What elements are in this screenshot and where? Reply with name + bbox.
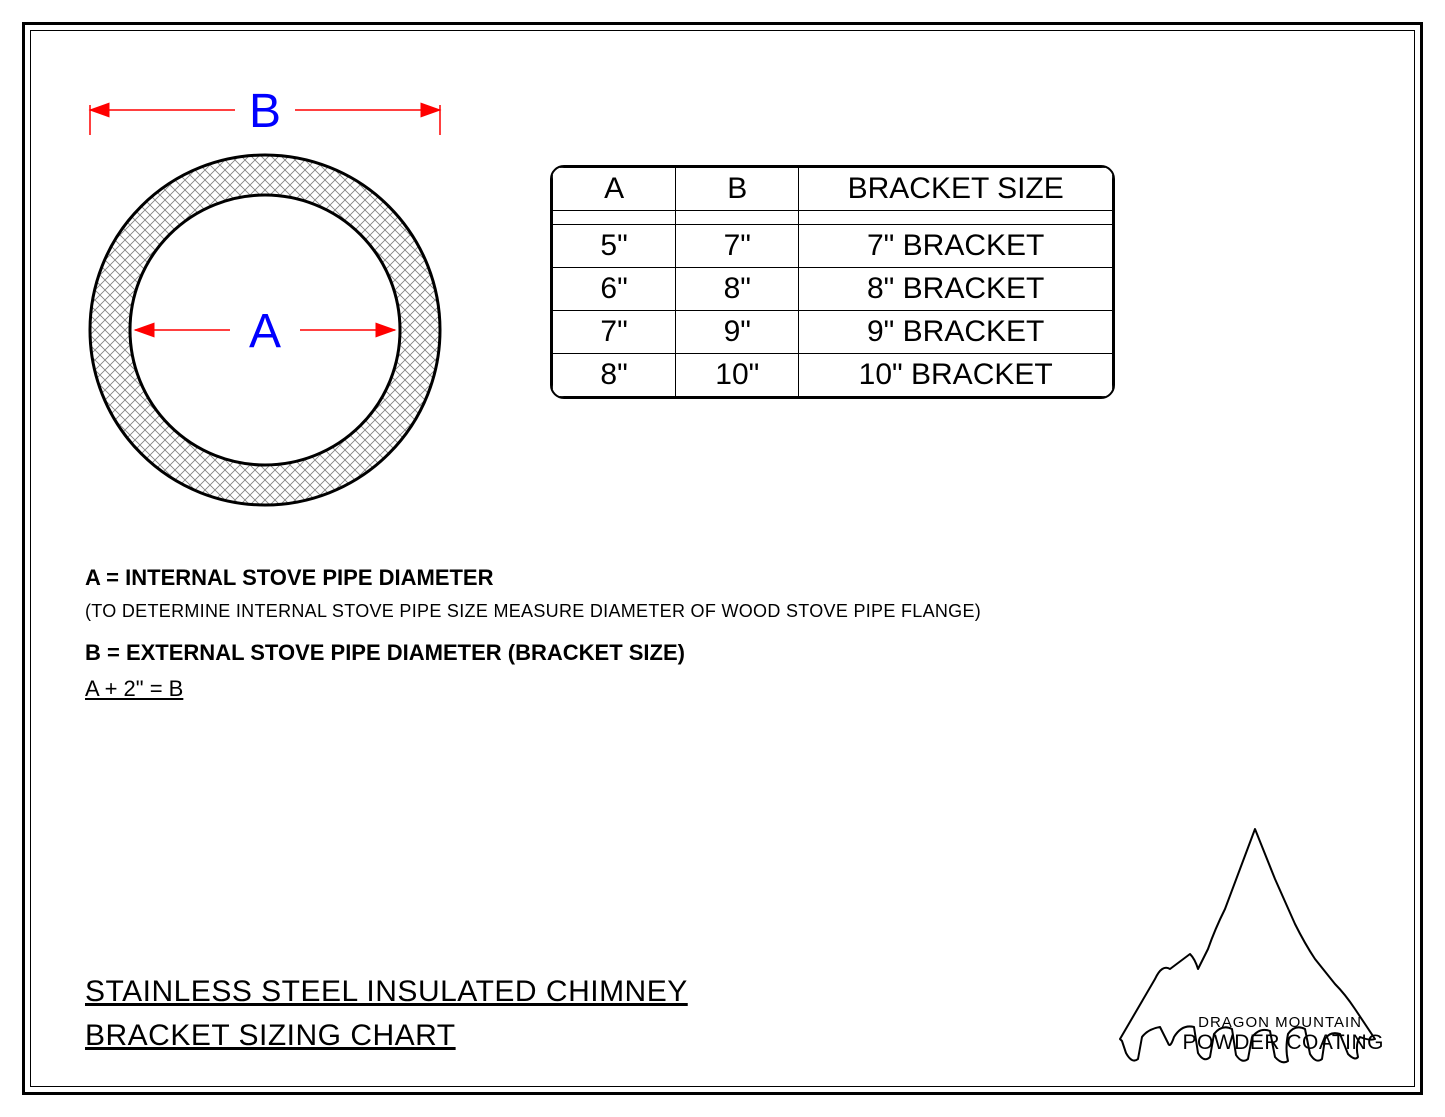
- sizing-table: A B BRACKET SIZE 5" 7" 7" BRACKET 6" 8": [552, 167, 1113, 397]
- table-header-row: A B BRACKET SIZE: [553, 168, 1113, 211]
- formula: A + 2" = B: [85, 676, 1085, 702]
- title-line-1: STAINLESS STEEL INSULATED CHIMNEY: [85, 970, 688, 1014]
- definitions-block: A = INTERNAL STOVE PIPE DIAMETER (TO DET…: [85, 565, 1085, 702]
- definition-b: B = EXTERNAL STOVE PIPE DIAMETER (BRACKE…: [85, 640, 1085, 666]
- table-row: 7" 9" 9" BRACKET: [553, 311, 1113, 354]
- table-row: 6" 8" 8" BRACKET: [553, 268, 1113, 311]
- page: B A A: [0, 0, 1445, 1117]
- logo-text-line-2: POWDER COATING: [1183, 1031, 1384, 1055]
- table-row: 8" 10" 10" BRACKET: [553, 354, 1113, 397]
- logo-text-line-1: DRAGON MOUNTAIN: [1198, 1014, 1362, 1031]
- dimension-label-b: B: [249, 85, 281, 138]
- sizing-table-container: A B BRACKET SIZE 5" 7" 7" BRACKET 6" 8": [550, 165, 1115, 399]
- title-line-2: BRACKET SIZING CHART: [85, 1014, 688, 1058]
- dimension-label-a: A: [249, 305, 281, 358]
- col-header-bracket: BRACKET SIZE: [799, 168, 1113, 211]
- definition-a: A = INTERNAL STOVE PIPE DIAMETER: [85, 565, 1085, 591]
- pipe-diagram: B A: [75, 65, 455, 505]
- table-row: 5" 7" 7" BRACKET: [553, 225, 1113, 268]
- table-spacer-row: [553, 211, 1113, 225]
- col-header-a: A: [553, 168, 676, 211]
- company-logo: DRAGON MOUNTAIN POWDER COATING: [1100, 809, 1390, 1079]
- col-header-b: B: [676, 168, 799, 211]
- definition-a-note: (TO DETERMINE INTERNAL STOVE PIPE SIZE M…: [85, 601, 1085, 622]
- title-block: STAINLESS STEEL INSULATED CHIMNEY BRACKE…: [85, 970, 688, 1057]
